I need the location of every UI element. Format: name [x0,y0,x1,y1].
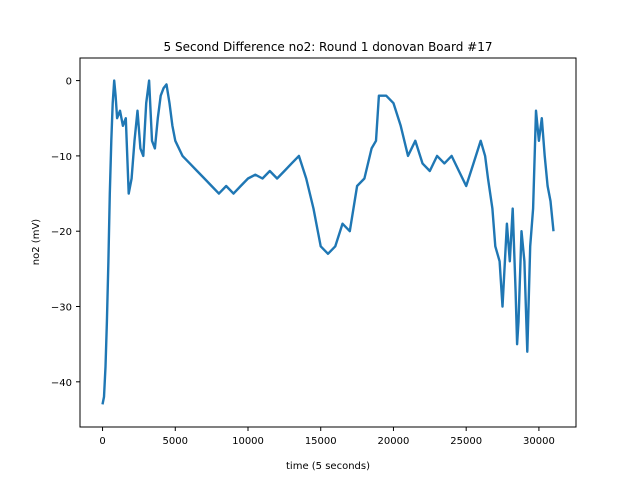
plot-frame [79,57,577,428]
y-tick-label: −20 [51,227,72,238]
y-axis-label: no2 (mV) [31,219,42,265]
y-tick-label: −40 [51,378,72,389]
x-tick-label: 25000 [450,436,482,447]
y-tick-label: −10 [51,152,72,163]
x-tick-label: 30000 [523,436,555,447]
y-tick-label: 0 [66,77,72,88]
series-line-0 [101,79,555,405]
x-tick-label: 10000 [232,436,264,447]
x-tick-label: 5000 [163,436,188,447]
chart-title: 5 Second Difference no2: Round 1 donovan… [164,40,493,54]
x-axis: 0 5000 10000 15000 20000 25000 30000 [99,427,555,447]
x-tick-label: 20000 [378,436,410,447]
x-tick-label: 15000 [305,436,337,447]
plot-area [101,79,555,405]
y-axis: 0 −10 −20 −30 −40 [51,77,80,389]
y-tick-label: −30 [51,303,72,314]
x-axis-label: time (5 seconds) [286,461,370,472]
x-tick-label: 0 [99,436,105,447]
